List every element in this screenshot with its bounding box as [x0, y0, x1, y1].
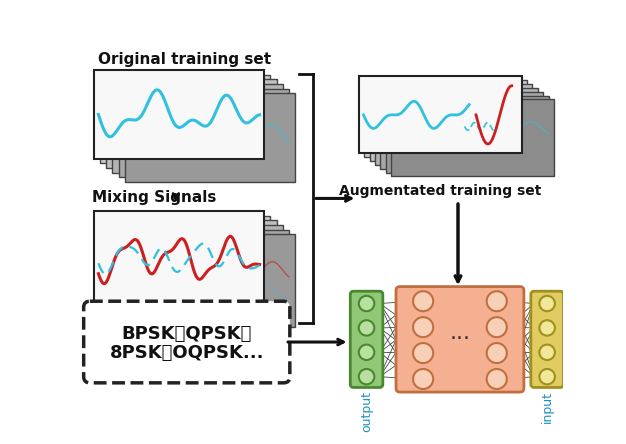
Circle shape [359, 320, 374, 336]
Circle shape [413, 343, 433, 363]
Polygon shape [369, 84, 532, 161]
Circle shape [359, 345, 374, 360]
Circle shape [486, 369, 507, 389]
Polygon shape [364, 80, 527, 157]
Circle shape [359, 369, 374, 385]
Polygon shape [118, 89, 289, 177]
Circle shape [540, 320, 555, 336]
FancyBboxPatch shape [351, 291, 383, 388]
Circle shape [413, 317, 433, 337]
Polygon shape [118, 230, 289, 322]
Text: output: output [360, 391, 373, 432]
Polygon shape [112, 225, 283, 317]
Text: Original training set: Original training set [98, 52, 271, 67]
Polygon shape [381, 92, 543, 169]
Circle shape [359, 296, 374, 311]
Text: Augmentated training set: Augmentated training set [339, 184, 541, 198]
Text: ···: ··· [449, 329, 470, 349]
FancyBboxPatch shape [396, 286, 524, 392]
Polygon shape [359, 76, 521, 153]
Polygon shape [94, 70, 264, 159]
Polygon shape [100, 216, 270, 308]
Polygon shape [106, 220, 277, 313]
FancyBboxPatch shape [531, 291, 563, 388]
Polygon shape [386, 95, 548, 173]
Polygon shape [94, 211, 264, 304]
Text: BPSK、QPSK、: BPSK、QPSK、 [121, 325, 252, 343]
Polygon shape [125, 234, 295, 327]
Polygon shape [112, 84, 283, 173]
Circle shape [486, 291, 507, 311]
Polygon shape [100, 75, 270, 163]
Circle shape [540, 369, 555, 385]
Polygon shape [391, 99, 554, 176]
Polygon shape [125, 93, 295, 182]
FancyBboxPatch shape [84, 301, 290, 383]
Polygon shape [375, 88, 538, 165]
Circle shape [413, 369, 433, 389]
Circle shape [486, 343, 507, 363]
Circle shape [486, 317, 507, 337]
Text: 8PSK、OQPSK...: 8PSK、OQPSK... [110, 344, 264, 362]
Circle shape [413, 291, 433, 311]
Circle shape [540, 296, 555, 311]
Circle shape [540, 345, 555, 360]
Polygon shape [106, 79, 277, 168]
Text: input: input [541, 391, 553, 423]
Text: Mixing Signals: Mixing Signals [92, 190, 217, 205]
